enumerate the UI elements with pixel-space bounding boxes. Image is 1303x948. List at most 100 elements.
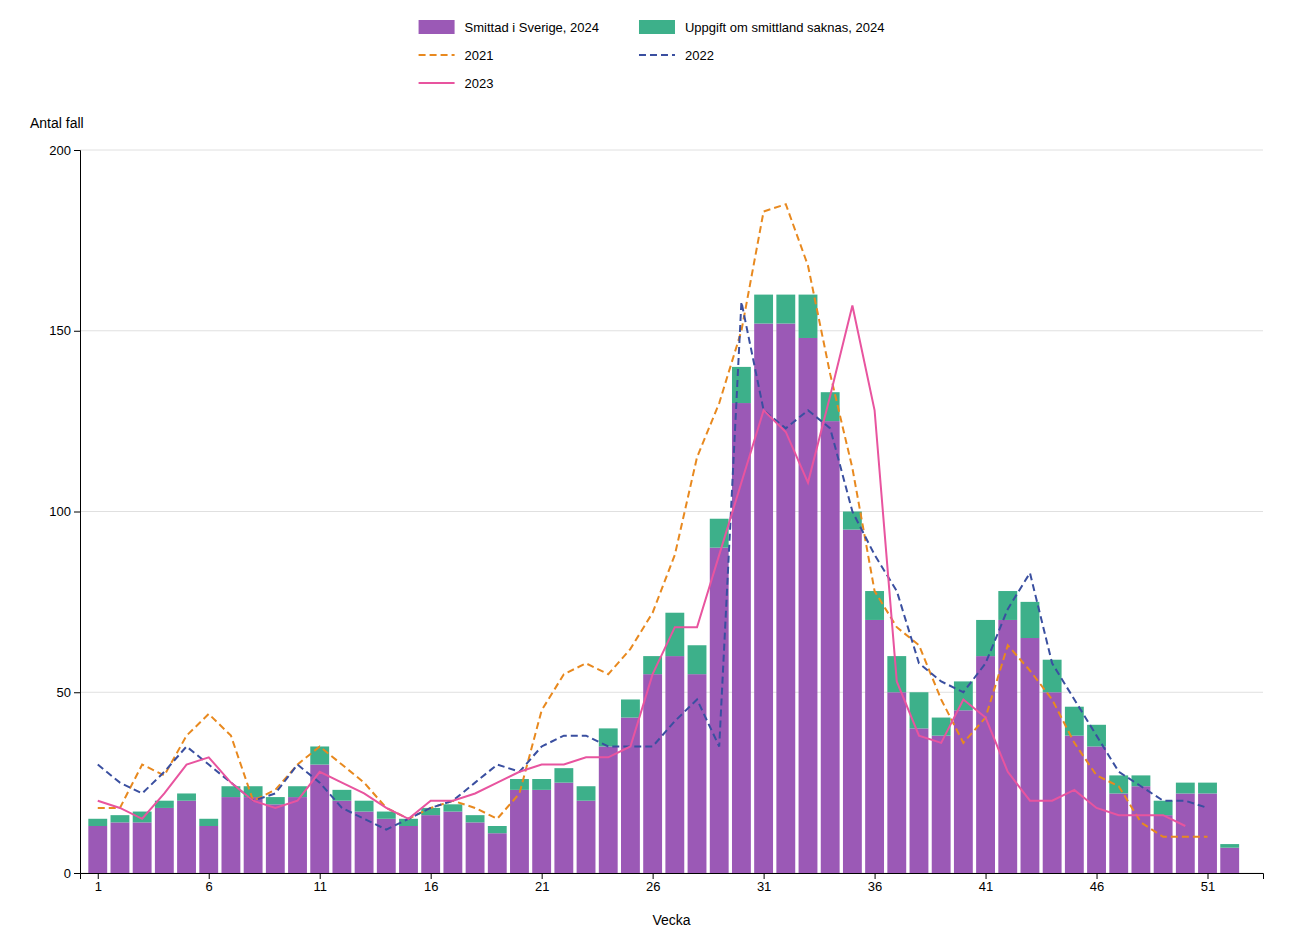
bar [776, 295, 795, 324]
y-tick-label: 0 [64, 866, 71, 881]
x-tick-mark [986, 873, 987, 879]
x-tick: 51 [1201, 873, 1215, 894]
y-tick-label: 200 [49, 143, 71, 158]
x-tick-label: 41 [979, 879, 993, 894]
bar [1198, 783, 1217, 794]
bar [932, 736, 951, 873]
legend-label: 2022 [685, 48, 714, 63]
legend-swatch [639, 54, 675, 56]
bar [599, 728, 618, 746]
y-tick-mark [74, 512, 80, 513]
bar [266, 804, 285, 873]
y-tick: 50 [57, 685, 80, 700]
x-tick-label: 21 [535, 879, 549, 894]
bar [1220, 844, 1239, 848]
bar [377, 812, 396, 819]
bar [1176, 783, 1195, 794]
bar [421, 815, 440, 873]
x-tick-mark [875, 873, 876, 879]
bar [910, 692, 929, 728]
bar [887, 692, 906, 873]
legend-swatch [639, 20, 675, 34]
bar [599, 746, 618, 873]
legend-item: 2022 [639, 48, 714, 63]
bar [1021, 602, 1040, 638]
bar [1065, 736, 1084, 873]
x-tick: 21 [535, 873, 549, 894]
bar [732, 403, 751, 873]
x-tick-label: 36 [868, 879, 882, 894]
plot: 16111621263136414651050100150200VeckaAnt… [30, 115, 1264, 928]
x-tick-label: 1 [95, 879, 102, 894]
grid-line [80, 330, 1263, 331]
x-tick-label: 46 [1090, 879, 1104, 894]
bar [865, 591, 884, 620]
bar [688, 674, 707, 873]
x-tick: 16 [424, 873, 438, 894]
x-tick-mark [320, 873, 321, 879]
x-tick-label: 26 [646, 879, 660, 894]
y-axis-title: Antal fall [30, 115, 84, 131]
bar [1176, 793, 1195, 873]
bar [643, 674, 662, 873]
y-tick-mark [74, 331, 80, 332]
x-tick-mark [653, 873, 654, 879]
bar [88, 819, 107, 826]
bar [776, 324, 795, 873]
bar [510, 779, 529, 790]
bar [133, 822, 152, 873]
bar [1109, 793, 1128, 873]
legend-swatch [419, 20, 455, 34]
x-tick: 31 [757, 873, 771, 894]
line [98, 302, 1208, 830]
legend-item: Smittad i Sverige, 2024 [419, 20, 599, 35]
bar [510, 790, 529, 873]
bar [554, 783, 573, 873]
y-tick: 150 [49, 323, 80, 338]
bar [865, 620, 884, 873]
bar [710, 548, 729, 873]
bar [466, 815, 485, 822]
bar [111, 815, 130, 822]
x-tick-mark [1097, 873, 1098, 879]
bar [244, 797, 263, 873]
legend-item: Uppgift om smittland saknas, 2024 [639, 20, 884, 35]
bar [310, 746, 329, 764]
bar [1131, 786, 1150, 873]
chart: 16111621263136414651050100150200VeckaAnt… [0, 0, 1303, 948]
bar [621, 718, 640, 873]
x-tick: 11 [313, 873, 327, 894]
bar [577, 801, 596, 873]
y-tick: 200 [49, 143, 80, 158]
bar [488, 826, 507, 833]
bar [754, 295, 773, 324]
y-tick-label: 150 [49, 323, 71, 338]
bar [621, 699, 640, 717]
bar [910, 728, 929, 873]
bar [88, 826, 107, 873]
bar [177, 793, 196, 800]
bar [355, 812, 374, 873]
y-tick-label: 100 [49, 504, 71, 519]
bar [177, 801, 196, 873]
grid-line [80, 150, 1263, 151]
bar [133, 812, 152, 823]
x-tick: 6 [206, 873, 213, 894]
y-tick-mark [74, 692, 80, 693]
legend: Smittad i Sverige, 2024 Uppgift om smittl… [419, 20, 885, 91]
bar-series [88, 295, 1239, 848]
bar [732, 367, 751, 403]
bar [1154, 801, 1173, 815]
x-tick: 41 [979, 873, 993, 894]
x-axis: 16111621263136414651 [81, 873, 1264, 894]
x-tick-mark [431, 873, 432, 879]
bar [1109, 775, 1128, 793]
bar [1154, 815, 1173, 873]
legend-label: Smittad i Sverige, 2024 [465, 20, 599, 35]
legend-label: Uppgift om smittland saknas, 2024 [685, 20, 884, 35]
x-tick-mark [764, 873, 765, 879]
bar [155, 808, 174, 873]
marks [88, 204, 1239, 873]
bar [976, 656, 995, 873]
bar [932, 718, 951, 736]
